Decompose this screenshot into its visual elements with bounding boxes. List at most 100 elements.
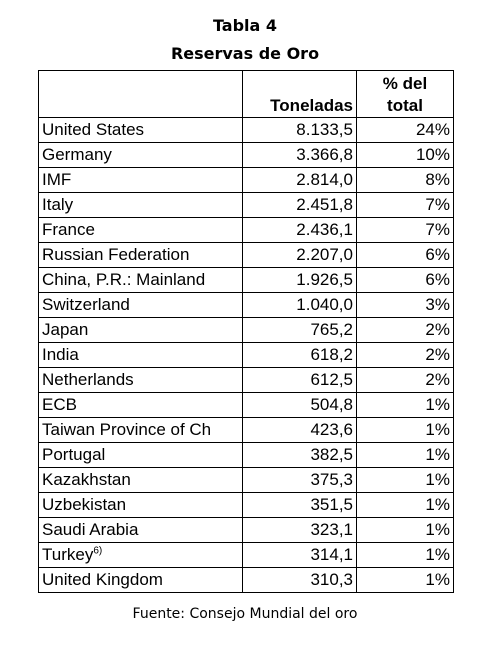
tons-cell: 375,3 xyxy=(242,467,357,493)
tons-cell: 1.926,5 xyxy=(242,267,357,293)
table-row: ECB 504,8 1% xyxy=(38,392,454,418)
country-name: Switzerland xyxy=(42,295,130,314)
tons-cell: 423,6 xyxy=(242,417,357,443)
pct-cell: 6% xyxy=(356,267,454,293)
tons-cell: 3.366,8 xyxy=(242,142,357,168)
gold-reserves-table: Toneladas % del total United States 8.133… xyxy=(38,70,454,593)
country-cell: France xyxy=(38,217,243,243)
tons-cell: 765,2 xyxy=(242,317,357,343)
table-row: Switzerland 1.040,0 3% xyxy=(38,292,454,318)
footnote-marker: 6) xyxy=(93,545,103,557)
country-cell: Saudi Arabia xyxy=(38,517,243,543)
tons-cell: 2.207,0 xyxy=(242,242,357,268)
country-cell: IMF xyxy=(38,167,243,193)
pct-cell: 2% xyxy=(356,367,454,393)
pct-cell: 1% xyxy=(356,542,454,568)
country-name: Germany xyxy=(42,145,112,164)
country-name: Kazakhstan xyxy=(42,470,131,489)
pct-cell: 1% xyxy=(356,392,454,418)
header-country xyxy=(38,70,243,118)
country-cell: India xyxy=(38,342,243,368)
pct-cell: 1% xyxy=(356,492,454,518)
pct-cell: 7% xyxy=(356,192,454,218)
tons-cell: 314,1 xyxy=(242,542,357,568)
country-cell: Italy xyxy=(38,192,243,218)
pct-cell: 1% xyxy=(356,417,454,443)
pct-cell: 8% xyxy=(356,167,454,193)
country-cell: Switzerland xyxy=(38,292,243,318)
country-name: United Kingdom xyxy=(42,570,163,589)
pct-cell: 7% xyxy=(356,217,454,243)
tons-cell: 310,3 xyxy=(242,567,357,593)
table-row: China, P.R.: Mainland 1.926,5 6% xyxy=(38,267,454,293)
country-cell: China, P.R.: Mainland xyxy=(38,267,243,293)
tons-cell: 2.814,0 xyxy=(242,167,357,193)
country-name: Turkey xyxy=(42,545,94,564)
country-name: Italy xyxy=(42,195,74,214)
pct-cell: 1% xyxy=(356,442,454,468)
pct-cell: 24% xyxy=(356,117,454,143)
table-row: Germany 3.366,8 10% xyxy=(38,142,454,168)
country-name: Taiwan Province of Ch xyxy=(42,420,212,439)
country-cell: United States xyxy=(38,117,243,143)
pct-cell: 10% xyxy=(356,142,454,168)
country-name: China, P.R.: Mainland xyxy=(42,270,206,289)
tons-cell: 323,1 xyxy=(242,517,357,543)
header-pct-line2: total xyxy=(387,96,423,115)
header-pct: % del total xyxy=(356,70,454,118)
country-cell: United Kingdom xyxy=(38,567,243,593)
country-cell: Taiwan Province of Ch xyxy=(38,417,243,443)
pct-cell: 3% xyxy=(356,292,454,318)
country-cell: Japan xyxy=(38,317,243,343)
table-subtitle: Reservas de Oro xyxy=(170,44,320,63)
country-cell: Russian Federation xyxy=(38,242,243,268)
table-row: United States 8.133,5 24% xyxy=(38,117,454,143)
country-name: Uzbekistan xyxy=(42,495,127,514)
table-row: Russian Federation 2.207,0 6% xyxy=(38,242,454,268)
table-row: Italy 2.451,8 7% xyxy=(38,192,454,218)
country-name: India xyxy=(42,345,79,364)
tons-cell: 612,5 xyxy=(242,367,357,393)
header-row: Toneladas % del total xyxy=(38,70,454,118)
table-row: IMF 2.814,0 8% xyxy=(38,167,454,193)
pct-cell: 1% xyxy=(356,567,454,593)
table-row: France 2.436,1 7% xyxy=(38,217,454,243)
header-tons: Toneladas xyxy=(242,70,357,118)
country-cell: Portugal xyxy=(38,442,243,468)
table-row: India 618,2 2% xyxy=(38,342,454,368)
tons-cell: 1.040,0 xyxy=(242,292,357,318)
country-name: ECB xyxy=(42,395,77,414)
country-name: Portugal xyxy=(42,445,106,464)
source-note: Fuente: Consejo Mundial del oro xyxy=(132,606,358,622)
country-name: IMF xyxy=(42,170,72,189)
table-row: Portugal 382,5 1% xyxy=(38,442,454,468)
header-pct-line1: % del xyxy=(382,74,428,93)
country-name: Japan xyxy=(42,320,89,339)
tons-cell: 2.436,1 xyxy=(242,217,357,243)
tons-cell: 382,5 xyxy=(242,442,357,468)
pct-cell: 2% xyxy=(356,317,454,343)
tons-cell: 2.451,8 xyxy=(242,192,357,218)
country-name: Netherlands xyxy=(42,370,134,389)
table-row: Netherlands 612,5 2% xyxy=(38,367,454,393)
table-body: United States 8.133,5 24% Germany 3.366,8 10%… xyxy=(38,117,454,593)
country-name: Saudi Arabia xyxy=(42,520,139,539)
country-name: Russian Federation xyxy=(42,245,190,264)
table-row: Uzbekistan 351,5 1% xyxy=(38,492,454,518)
tons-cell: 351,5 xyxy=(242,492,357,518)
country-name: France xyxy=(42,220,95,239)
tons-cell: 618,2 xyxy=(242,342,357,368)
country-cell: Turkey6) xyxy=(38,542,243,568)
table-row: Turkey6) 314,1 1% xyxy=(38,542,454,568)
tons-cell: 8.133,5 xyxy=(242,117,357,143)
country-cell: Kazakhstan xyxy=(38,467,243,493)
table-title: Tabla 4 xyxy=(212,16,278,35)
table-row: Taiwan Province of Ch 423,6 1% xyxy=(38,417,454,443)
table-row: Kazakhstan 375,3 1% xyxy=(38,467,454,493)
country-cell: Netherlands xyxy=(38,367,243,393)
table-row: United Kingdom 310,3 1% xyxy=(38,567,454,593)
country-cell: ECB xyxy=(38,392,243,418)
pct-cell: 6% xyxy=(356,242,454,268)
table-row: Japan 765,2 2% xyxy=(38,317,454,343)
country-name: United States xyxy=(42,120,145,139)
